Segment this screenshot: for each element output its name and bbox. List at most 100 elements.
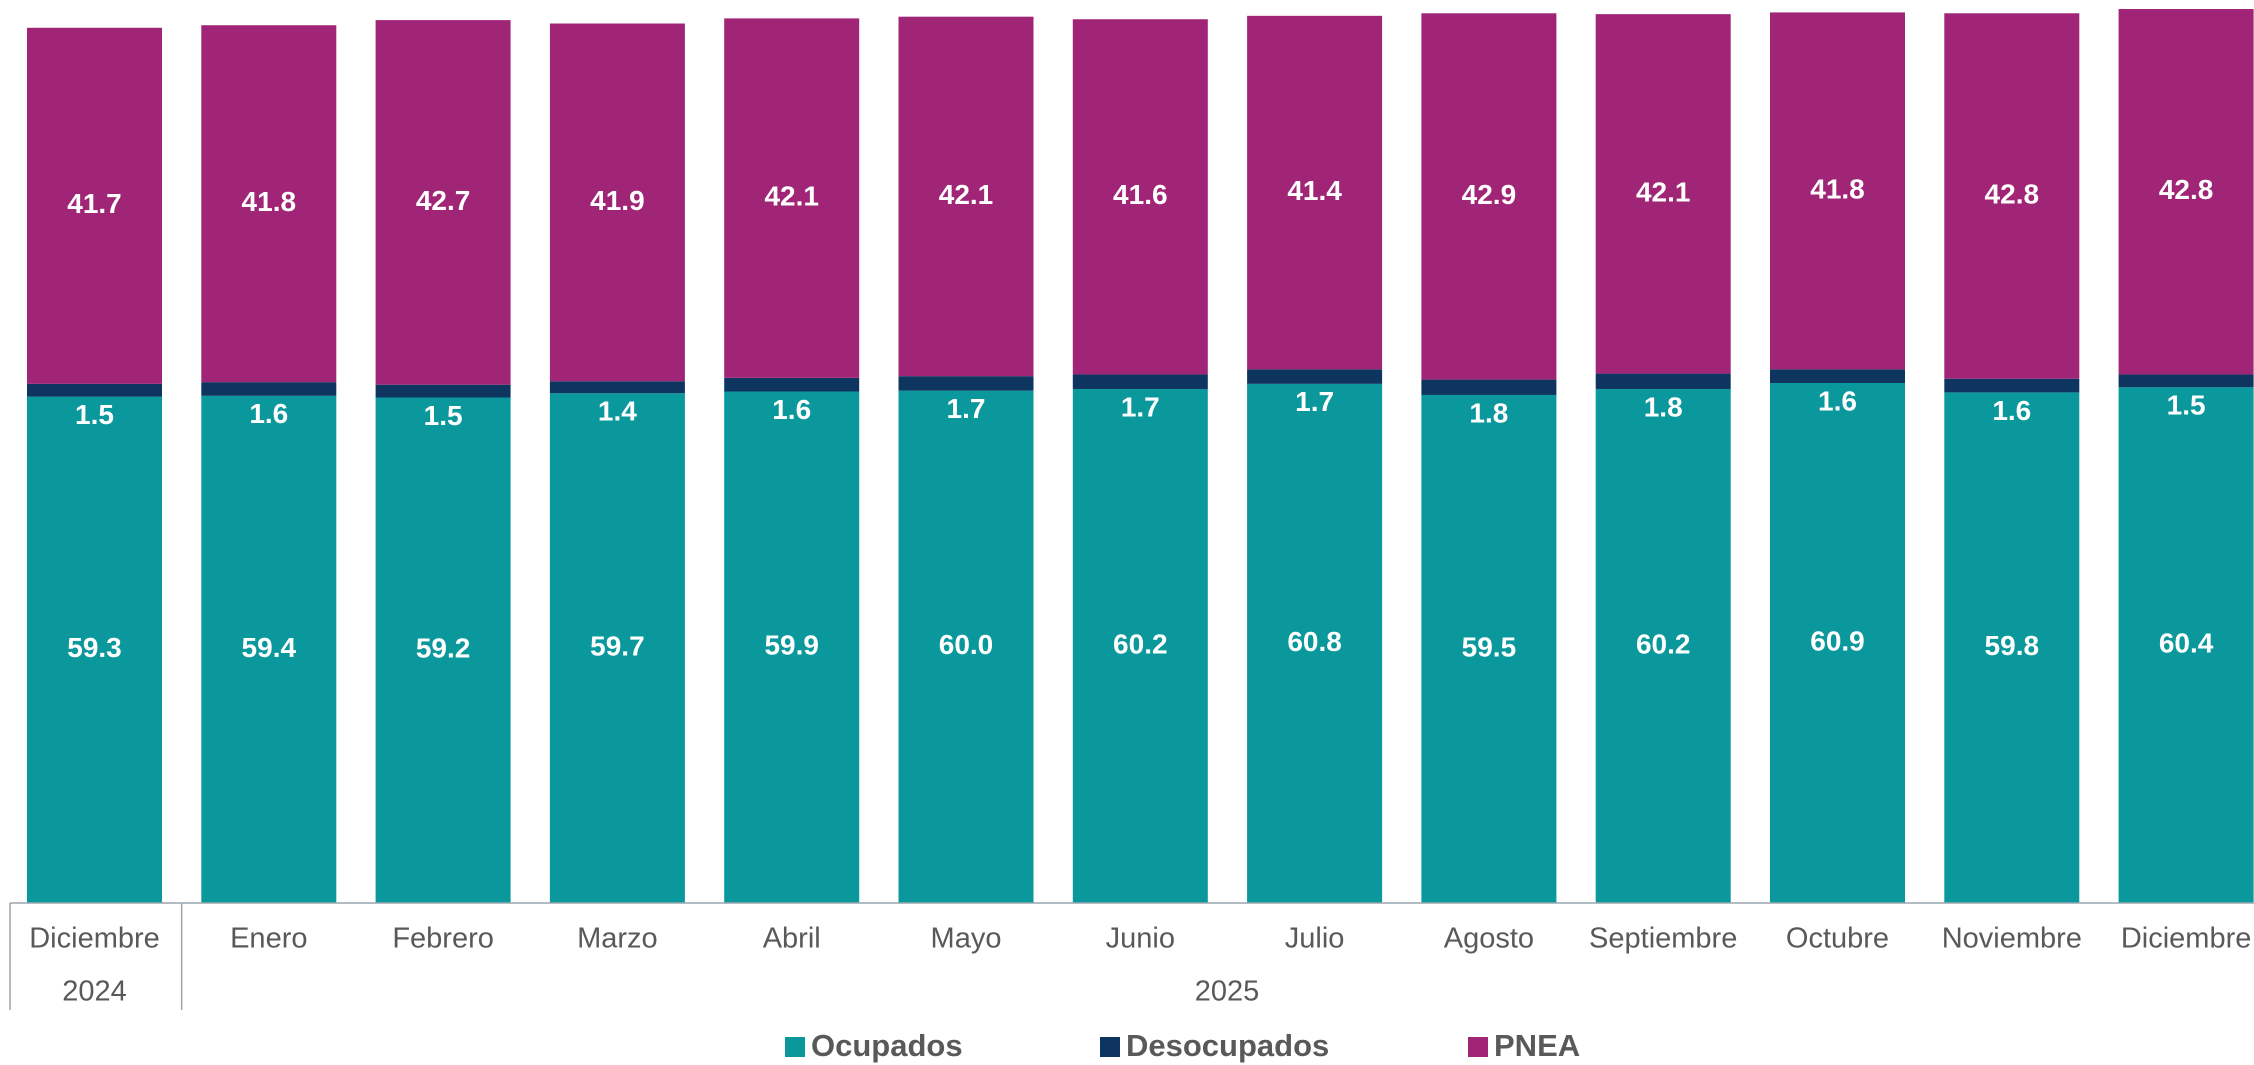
bar-segment xyxy=(549,393,685,903)
bar-segment xyxy=(2118,374,2254,388)
value-label: 1.7 xyxy=(947,393,986,424)
bar-segment xyxy=(549,23,685,382)
value-label: 1.6 xyxy=(772,394,811,425)
group-label: 2024 xyxy=(62,976,127,1008)
x-tick-label: Mayo xyxy=(931,923,1002,955)
bar-segment xyxy=(549,381,685,394)
value-label: 41.8 xyxy=(242,186,297,217)
bar-segment xyxy=(375,397,511,903)
bar-segment xyxy=(1595,14,1731,374)
bar-segment xyxy=(375,384,511,398)
legend-swatch xyxy=(1468,1037,1488,1057)
value-label: 60.8 xyxy=(1287,626,1342,657)
value-label: 1.5 xyxy=(75,399,114,430)
value-label: 41.7 xyxy=(67,188,122,219)
value-label: 1.4 xyxy=(598,396,637,427)
bar-segment xyxy=(1770,369,1905,383)
value-label: 59.7 xyxy=(590,631,645,662)
bar-segment xyxy=(1421,394,1557,903)
bar-segment xyxy=(724,18,860,378)
x-tick-label: Junio xyxy=(1106,923,1175,955)
x-tick-label: Enero xyxy=(230,923,307,955)
bar-segment xyxy=(898,376,1034,391)
legend-label: Ocupados xyxy=(811,1028,963,1063)
value-label: 1.5 xyxy=(424,400,463,431)
value-label: 60.2 xyxy=(1113,628,1168,659)
bar-segment xyxy=(1944,392,2080,903)
bar-segment xyxy=(201,395,337,903)
value-label: 42.7 xyxy=(416,185,471,216)
x-tick-label: Diciembre xyxy=(2121,923,2252,955)
value-label: 59.8 xyxy=(1985,630,2040,661)
x-tick-label: Octubre xyxy=(1786,923,1889,955)
bar-segment xyxy=(1421,13,1557,380)
legend-swatch xyxy=(1100,1037,1120,1057)
bar-segment xyxy=(1072,388,1208,904)
bar-segment xyxy=(724,391,860,903)
bar-segment xyxy=(27,27,162,384)
bar-segment xyxy=(2118,387,2254,903)
bar-segment xyxy=(1944,13,2080,379)
value-label: 1.8 xyxy=(1644,391,1683,422)
value-label: 1.7 xyxy=(1295,386,1334,417)
value-label: 41.6 xyxy=(1113,179,1168,210)
bar-segment xyxy=(27,383,162,397)
bar-segment xyxy=(1247,15,1383,370)
x-tick-label: Julio xyxy=(1285,923,1345,955)
value-label: 1.5 xyxy=(2167,390,2206,421)
value-label: 60.9 xyxy=(1810,625,1865,656)
bar-segment xyxy=(201,382,337,396)
bar-segment xyxy=(1944,378,2080,393)
bar-segment xyxy=(724,377,860,392)
bar-segment xyxy=(1421,379,1557,395)
x-tick-label: Febrero xyxy=(392,923,494,955)
bar-segment xyxy=(375,20,511,385)
value-label: 42.1 xyxy=(764,181,819,212)
x-tick-label: Abril xyxy=(763,923,821,955)
value-label: 42.1 xyxy=(1636,176,1691,207)
bar-segment xyxy=(1595,373,1731,389)
group-label: 2025 xyxy=(1195,976,1260,1008)
value-label: 60.4 xyxy=(2159,628,2214,659)
value-label: 41.4 xyxy=(1287,175,1342,206)
bar-segment xyxy=(1770,12,1905,370)
x-tick-label: Agosto xyxy=(1444,923,1534,955)
legend-label: Desocupados xyxy=(1126,1028,1329,1063)
bar-segment xyxy=(2118,9,2254,375)
x-tick-label: Noviembre xyxy=(1942,923,2082,955)
value-label: 59.4 xyxy=(242,632,297,663)
x-tick-label: Septiembre xyxy=(1589,923,1737,955)
value-label: 60.2 xyxy=(1636,628,1691,659)
bar-segment xyxy=(1072,374,1208,389)
bar-segment xyxy=(898,390,1034,903)
bar-segment xyxy=(27,396,162,903)
value-label: 59.3 xyxy=(67,632,122,663)
bar-segment xyxy=(1072,19,1208,375)
bar-segment xyxy=(1247,383,1383,903)
bar-segment xyxy=(1770,382,1905,903)
x-tick-label: Marzo xyxy=(577,923,658,955)
legend-label: PNEA xyxy=(1494,1028,1580,1063)
value-label: 59.2 xyxy=(416,633,471,664)
value-label: 1.8 xyxy=(1469,397,1508,428)
value-label: 42.8 xyxy=(1985,178,2040,209)
value-label: 59.5 xyxy=(1462,631,1517,662)
bar-segment xyxy=(1595,388,1731,904)
value-label: 42.8 xyxy=(2159,174,2214,205)
bar-segment xyxy=(898,16,1034,377)
value-label: 1.6 xyxy=(1992,395,2031,426)
value-label: 59.9 xyxy=(764,630,819,661)
x-tick-label: Diciembre xyxy=(29,923,160,955)
value-label: 42.9 xyxy=(1462,179,1517,210)
value-label: 42.1 xyxy=(939,179,994,210)
value-label: 41.9 xyxy=(590,185,645,216)
bar-segment xyxy=(201,25,337,383)
legend-swatch xyxy=(785,1037,805,1057)
value-label: 60.0 xyxy=(939,629,994,660)
value-label: 1.6 xyxy=(1818,385,1857,416)
bar-segment xyxy=(1247,369,1383,384)
value-label: 1.6 xyxy=(249,398,288,429)
value-label: 41.8 xyxy=(1810,173,1865,204)
value-label: 1.7 xyxy=(1121,391,1160,422)
